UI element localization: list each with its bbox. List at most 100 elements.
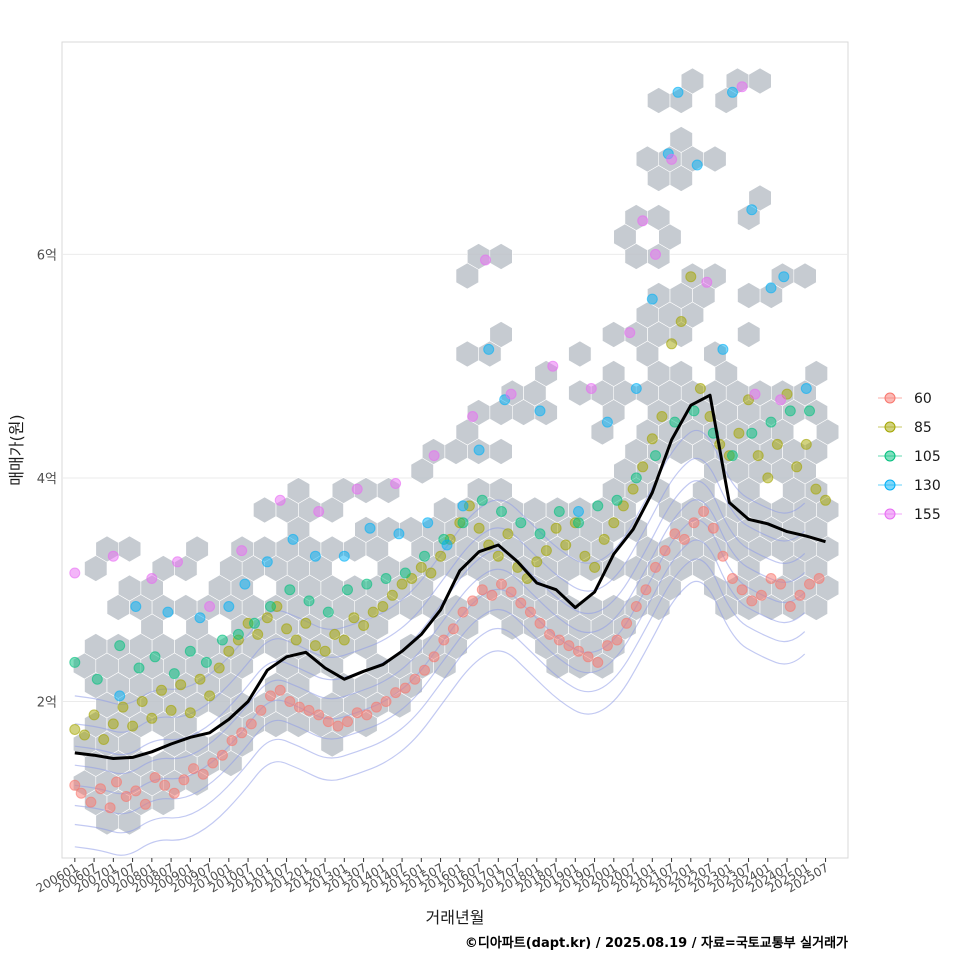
scatter-point-60 [784, 601, 796, 612]
scatter-point-85 [540, 545, 552, 557]
scatter-point-105 [419, 550, 430, 562]
scatter-point-85 [762, 472, 774, 484]
scatter-point-85 [820, 494, 831, 506]
trend-layer [74, 393, 826, 760]
scatter-point-85 [146, 712, 158, 724]
y-tick-label: 2억 [37, 696, 57, 711]
scatter-point-85 [492, 550, 504, 562]
scatter-point-105 [133, 662, 145, 674]
scatter-point-105 [322, 606, 334, 618]
scatter-point-85 [637, 461, 649, 473]
scatter-point-130 [239, 578, 251, 590]
scatter-point-60 [104, 802, 116, 814]
caption: ©디아파트(dapt.kr) / 2025.08.19 / 자료=국토교통부 실… [465, 935, 848, 951]
scatter-point-60 [236, 727, 248, 739]
scatter-point-60 [226, 735, 238, 747]
scatter-point-60 [746, 595, 758, 607]
scatter-point-60 [303, 704, 315, 716]
scatter-point-60 [717, 550, 729, 562]
scatter-point-60 [553, 634, 565, 646]
scatter-point-155 [775, 394, 787, 406]
scatter-point-85 [184, 707, 196, 719]
hexbin-cell [489, 321, 513, 348]
scatter-point-60 [380, 696, 392, 707]
y-axis-ticks: 2억 4억 6억 [37, 248, 57, 710]
scatter-point-105 [114, 640, 126, 652]
scatter-point-85 [386, 589, 398, 601]
scatter-point-60 [669, 528, 681, 540]
scatter-point-85 [348, 612, 360, 624]
scatter-point-60 [265, 690, 276, 702]
hexbin-cell [602, 321, 626, 348]
scatter-point-85 [733, 427, 745, 439]
hexbin-cell [669, 360, 693, 387]
scatter-point-85 [338, 634, 350, 646]
scatter-point-130 [601, 416, 613, 428]
legend-key-point [884, 450, 896, 462]
hexbin-cell [804, 360, 828, 387]
scatter-point-60 [361, 709, 373, 721]
scatter-point-60 [813, 573, 825, 584]
scatter-point-105 [232, 628, 244, 640]
scatter-point-60 [130, 785, 142, 797]
scatter-point-130 [473, 444, 485, 456]
scatter-point-60 [611, 634, 623, 646]
hexbin-cell [680, 67, 705, 95]
hexbin-cell [793, 262, 817, 290]
scatter-point-60 [274, 684, 286, 696]
hexbin-cell [489, 438, 513, 465]
scatter-point-155 [351, 483, 363, 495]
scatter-point-105 [184, 645, 196, 657]
scatter-point-130 [194, 612, 206, 624]
density-contour [74, 519, 806, 795]
scatter-point-130 [778, 271, 790, 283]
scatter-point-155 [172, 556, 183, 568]
scatter-point-105 [216, 634, 228, 646]
scatter-point-85 [127, 720, 139, 732]
scatter-point-105 [592, 500, 604, 512]
legend-label: 105 [914, 449, 941, 465]
scatter-point-85 [300, 617, 312, 629]
hexbin-cell [309, 555, 333, 582]
scatter-point-155 [585, 383, 597, 394]
scatter-point-85 [425, 567, 437, 579]
scatter-point-60 [707, 522, 719, 534]
scatter-point-60 [563, 640, 575, 652]
scatter-point-85 [107, 718, 119, 730]
scatter-point-105 [361, 578, 373, 590]
hexbin-cell [253, 496, 277, 524]
scatter-point-130 [309, 550, 321, 562]
scatter-point-85 [98, 734, 110, 745]
hexbin-cell [624, 438, 648, 465]
scatter-point-60 [467, 595, 479, 607]
scatter-point-85 [646, 433, 658, 445]
scatter-point-105 [630, 472, 642, 484]
scatter-point-85 [415, 561, 427, 573]
hexbin-cell [782, 438, 806, 465]
scatter-point-60 [698, 506, 710, 517]
scatter-point-60 [216, 749, 228, 761]
scatter-point-60 [69, 779, 81, 791]
legend-key-point [884, 479, 896, 491]
scatter-point-105 [534, 528, 546, 540]
scatter-point-60 [515, 597, 527, 609]
scatter-point-85 [473, 522, 485, 534]
scatter-point-85 [752, 450, 764, 462]
scatter-point-85 [502, 528, 514, 540]
scatter-point-60 [794, 589, 806, 601]
legend-label: 155 [914, 507, 941, 523]
scatter-point-85 [117, 701, 129, 713]
scatter-point-85 [290, 634, 302, 646]
scatter-point-130 [364, 522, 376, 534]
scatter-point-85 [156, 684, 167, 696]
y-axis-title: 매매가(원) [7, 414, 26, 485]
scatter-point-60 [255, 704, 267, 716]
scatter-point-155 [650, 248, 661, 260]
scatter-point-130 [441, 539, 453, 551]
scatter-point-85 [550, 522, 562, 534]
scatter-point-60 [573, 645, 584, 657]
scatter-point-60 [419, 664, 430, 676]
scatter-point-130 [223, 601, 235, 612]
scatter-point-155 [236, 545, 248, 557]
